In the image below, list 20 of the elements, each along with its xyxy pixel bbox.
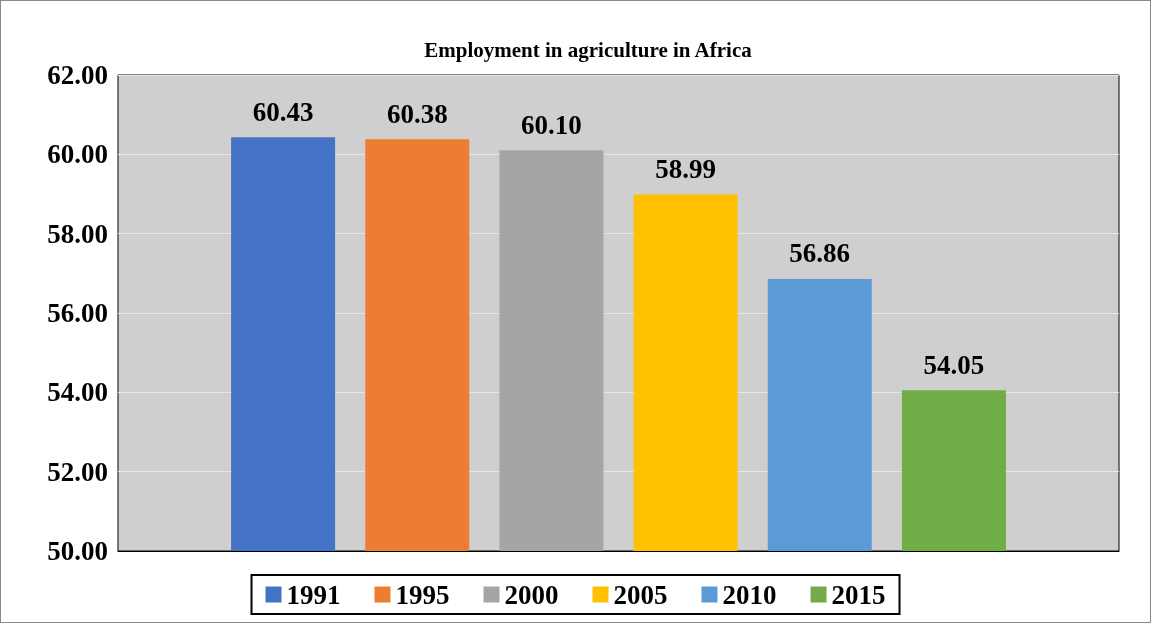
legend-label: 2000 bbox=[504, 579, 559, 610]
legend-label: 1995 bbox=[395, 579, 450, 610]
y-tick-label: 54.00 bbox=[47, 377, 108, 408]
data-label: 54.05 bbox=[923, 349, 985, 380]
legend-label: 2010 bbox=[722, 579, 777, 610]
y-tick-label: 50.00 bbox=[47, 536, 108, 566]
data-label: 56.86 bbox=[789, 238, 851, 269]
legend-label: 2015 bbox=[831, 579, 886, 610]
data-label: 60.43 bbox=[252, 96, 314, 127]
chart-title: Employment in agriculture in Africa bbox=[424, 37, 753, 62]
y-tick-label: 56.00 bbox=[47, 298, 108, 328]
data-label: 58.99 bbox=[655, 153, 716, 184]
y-tick-label: 58.00 bbox=[47, 218, 108, 249]
legend-label: 1991 bbox=[286, 579, 341, 610]
legend-label: 2005 bbox=[613, 579, 668, 610]
y-tick-label: 52.00 bbox=[47, 456, 108, 487]
y-tick-label: 62.00 bbox=[47, 60, 108, 90]
data-label: 60.38 bbox=[386, 98, 448, 129]
data-label: 60.10 bbox=[521, 109, 582, 140]
y-tick-label: 60.00 bbox=[47, 139, 108, 170]
